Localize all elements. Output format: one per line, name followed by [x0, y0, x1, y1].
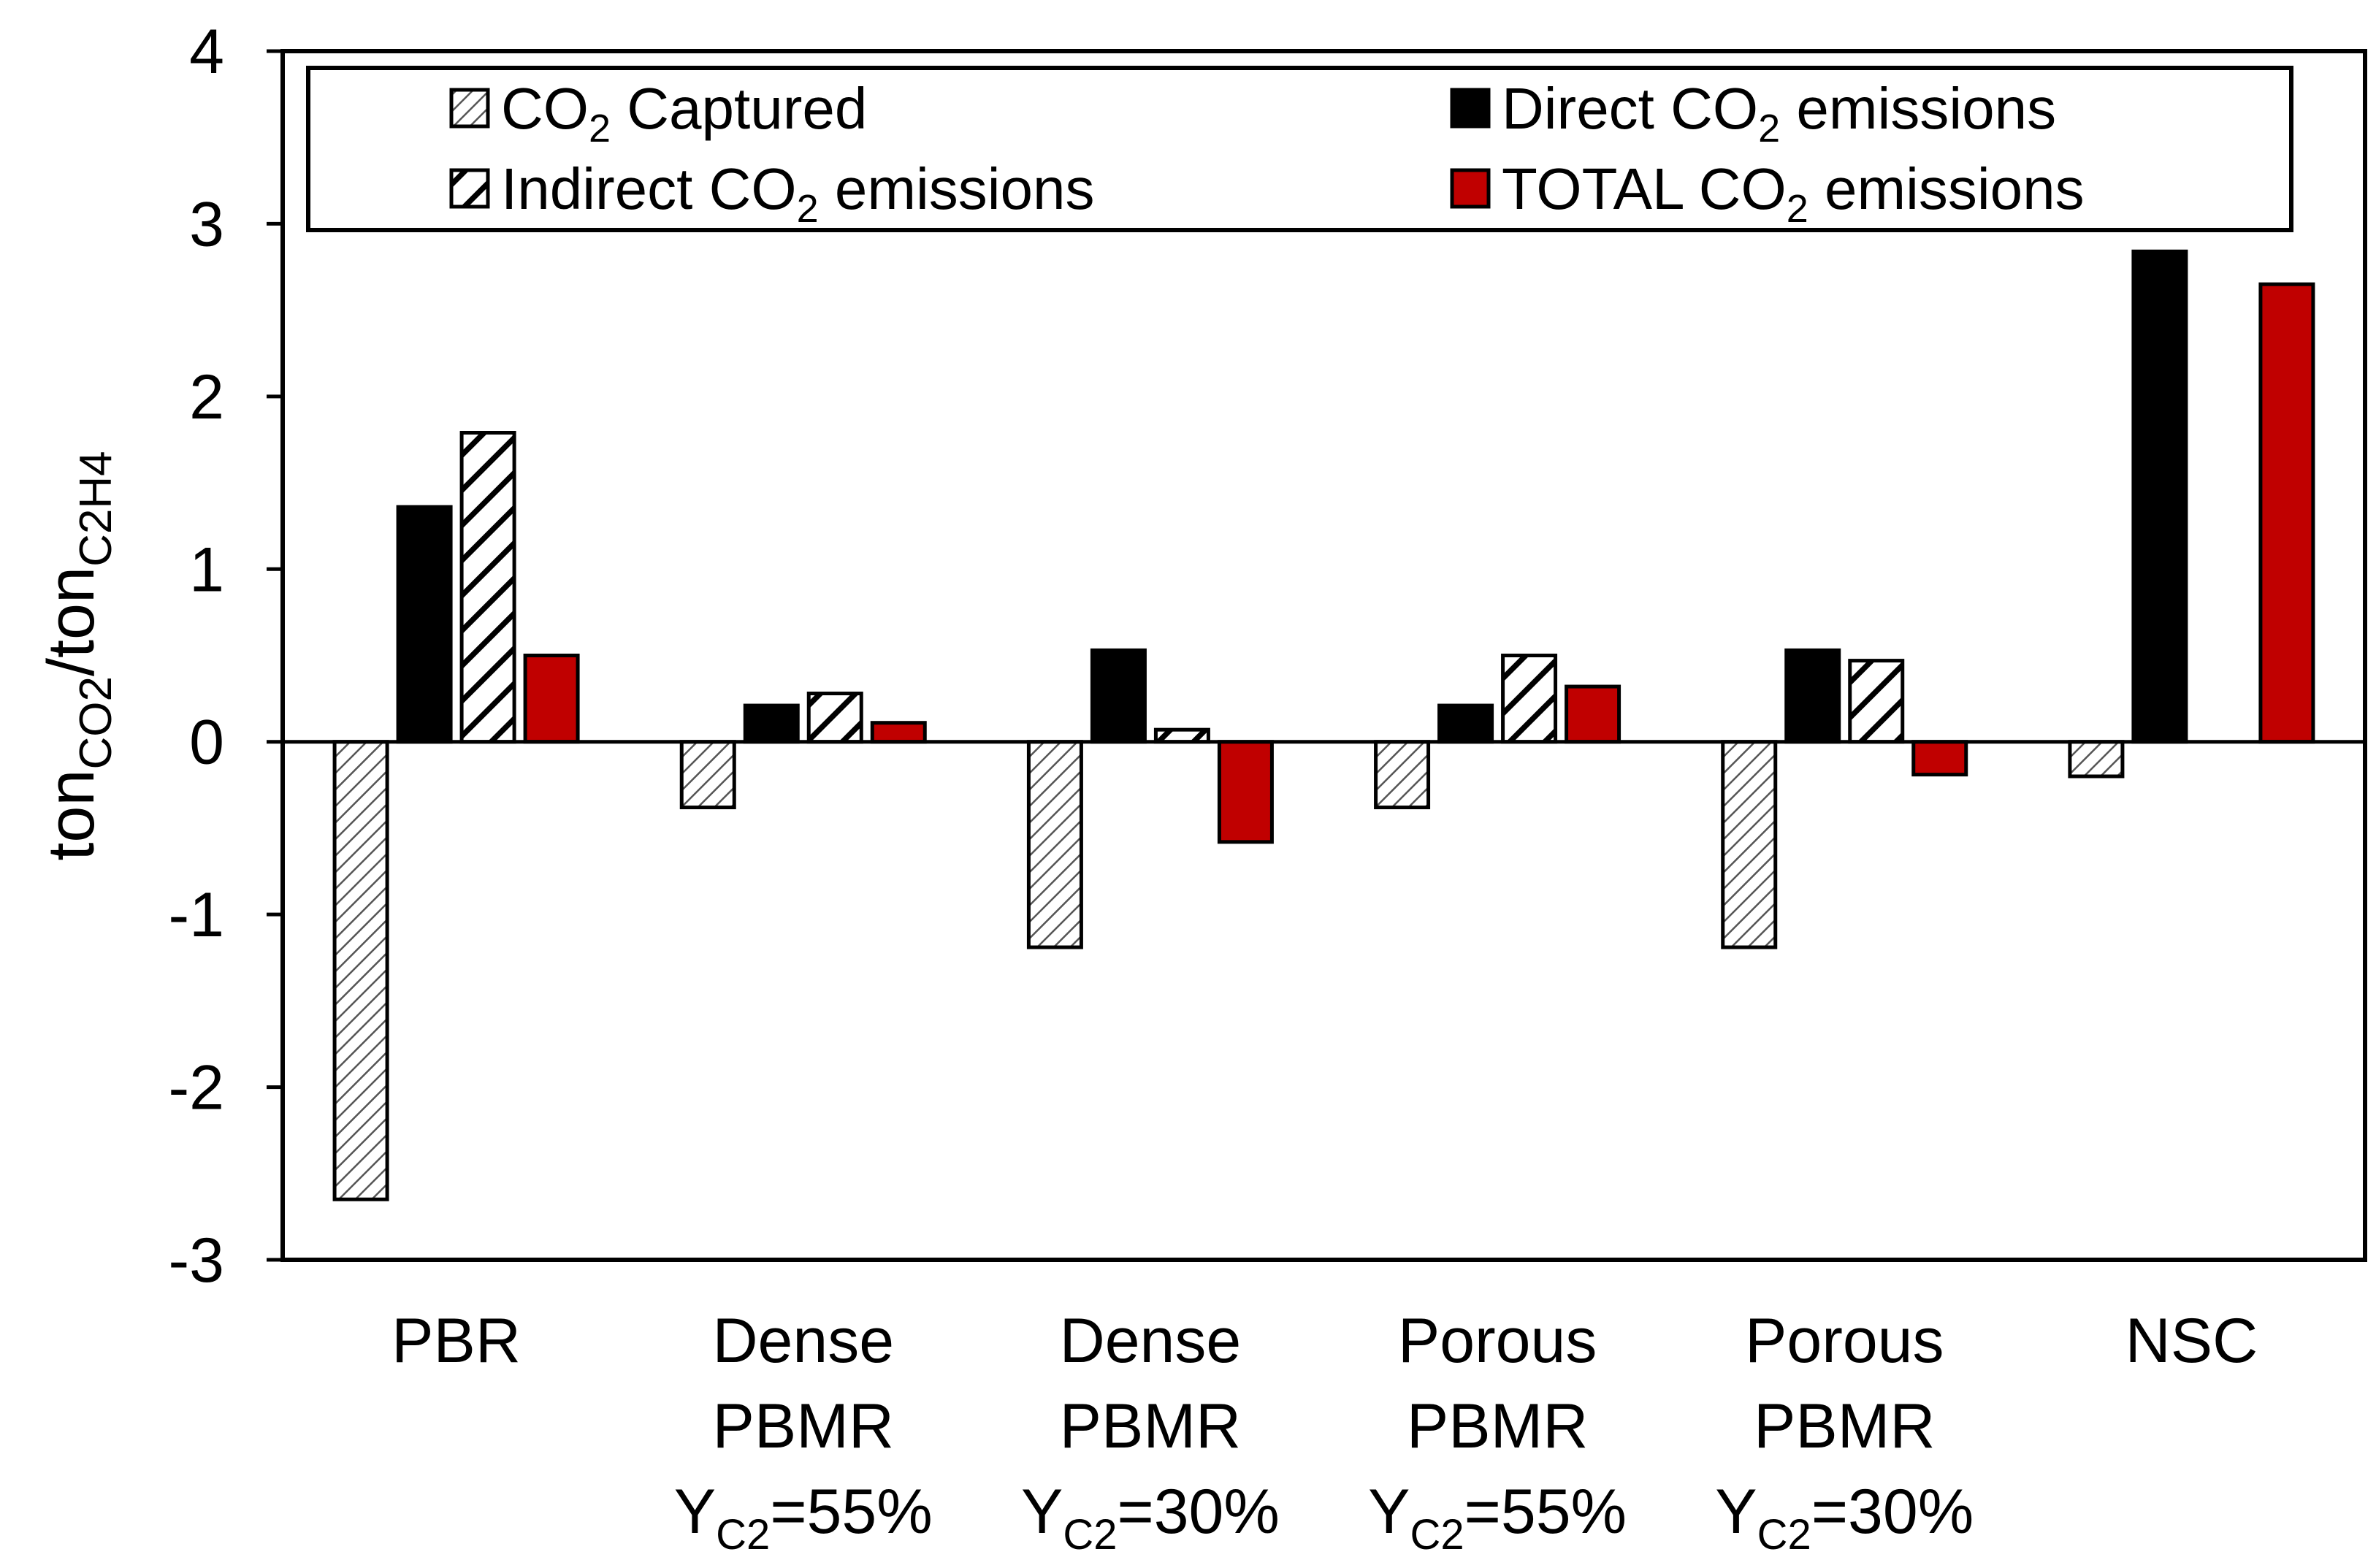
plot-area-frame [280, 49, 2367, 1262]
bar-hatch-bold-3 [1501, 654, 1558, 744]
category-label: PBMR [1754, 1391, 1935, 1461]
legend-swatch-hatch-bold [449, 168, 490, 209]
bar-solid-red-4 [1911, 740, 1968, 777]
legend-entry-label: TOTAL CO2 emissions [1502, 156, 2085, 231]
bar-solid-red-2 [1217, 740, 1274, 844]
category-label: YC2=30% [1715, 1477, 1974, 1559]
legend-swatch-solid-black [1450, 88, 1491, 129]
bar-hatch-bold-1 [806, 692, 863, 744]
category-label: PBR [391, 1306, 521, 1376]
category-label: PBMR [1407, 1391, 1588, 1461]
category-label: PBMR [713, 1391, 894, 1461]
y-tick-label: -1 [169, 880, 224, 950]
y-tick-label: 0 [189, 708, 224, 778]
legend-swatch-solid-red [1450, 168, 1491, 209]
legend-entry-label: CO2 Captured [501, 76, 867, 150]
bar-hatch-light-2 [1026, 740, 1083, 949]
bar-hatch-light-5 [2068, 740, 2125, 779]
y-tick-label: 1 [189, 535, 224, 605]
bar-solid-black-0 [396, 505, 453, 744]
bar-hatch-light-0 [332, 740, 389, 1201]
bar-solid-red-3 [1565, 684, 1621, 744]
legend-entry-label: Direct CO2 emissions [1502, 76, 2056, 150]
bar-hatch-bold-0 [459, 431, 516, 744]
legend-entry-label: Indirect CO2 emissions [501, 156, 1095, 231]
legend-box [306, 66, 2293, 232]
bar-solid-black-3 [1437, 703, 1494, 744]
bar-solid-black-1 [743, 703, 800, 744]
bar-solid-black-4 [1784, 648, 1841, 744]
bar-hatch-bold-4 [1848, 659, 1905, 744]
bar-hatch-light-4 [1721, 740, 1778, 949]
y-tick-label: -3 [169, 1225, 224, 1296]
category-label: YC2=55% [1368, 1477, 1627, 1559]
category-label: PBMR [1060, 1391, 1241, 1461]
y-tick-label: 4 [189, 17, 224, 87]
legend-swatch-hatch-light [449, 88, 490, 129]
category-label: YC2=55% [674, 1477, 933, 1559]
bar-solid-red-0 [523, 654, 580, 744]
category-label: Porous [1745, 1306, 1944, 1376]
y-tick-label: -2 [169, 1053, 224, 1123]
category-label: Dense [712, 1306, 894, 1376]
bar-solid-black-2 [1090, 648, 1147, 744]
y-tick-label: 2 [189, 362, 224, 432]
bar-solid-red-1 [870, 721, 927, 744]
bar-hatch-light-1 [679, 740, 736, 810]
bar-solid-red-5 [2258, 282, 2315, 744]
category-label: Dense [1060, 1306, 1242, 1376]
y-axis-title: tonCO2/tonC2H4 [35, 451, 121, 860]
bar-solid-black-5 [2131, 249, 2188, 744]
category-label: YC2=30% [1021, 1477, 1280, 1559]
category-label: NSC [2125, 1306, 2258, 1376]
y-tick-label: 3 [189, 189, 224, 259]
category-label: Porous [1398, 1306, 1597, 1376]
bar-hatch-light-3 [1374, 740, 1431, 810]
